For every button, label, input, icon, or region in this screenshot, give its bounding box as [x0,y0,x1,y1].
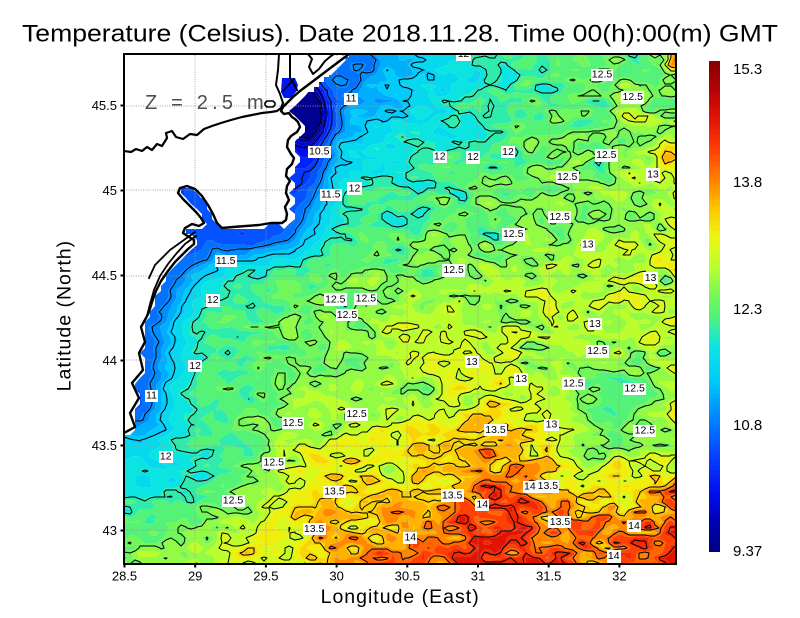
svg-text:12.5: 12.5 [356,293,377,305]
svg-text:15.3: 15.3 [733,61,762,78]
svg-text:12: 12 [458,48,470,60]
svg-text:14: 14 [404,532,416,544]
svg-text:12.5: 12.5 [635,425,656,437]
svg-text:12.5: 12.5 [283,417,304,429]
svg-text:11.5: 11.5 [321,189,341,201]
svg-text:14: 14 [476,499,488,511]
svg-text:12.5: 12.5 [563,377,584,389]
svg-text:12: 12 [467,151,479,163]
svg-text:12.5: 12.5 [587,345,608,357]
svg-text:44: 44 [103,353,117,368]
svg-text:13.8: 13.8 [733,174,762,191]
svg-text:12.5: 12.5 [264,456,285,468]
svg-text:12.5: 12.5 [549,211,570,223]
svg-text:29: 29 [188,568,202,583]
svg-text:13: 13 [647,168,659,180]
svg-text:30.5: 30.5 [395,568,420,583]
svg-text:45.5: 45.5 [92,98,117,113]
svg-text:12: 12 [160,451,172,463]
svg-text:14: 14 [524,481,536,493]
svg-text:10.5: 10.5 [309,146,330,158]
svg-text:14: 14 [628,520,640,532]
svg-text:12.5: 12.5 [337,309,358,321]
svg-text:12.5: 12.5 [623,91,644,103]
svg-text:14: 14 [608,550,620,562]
svg-text:13: 13 [645,272,657,284]
svg-text:12.5: 12.5 [557,171,578,183]
svg-text:13: 13 [546,418,558,430]
svg-text:Latitude (North): Latitude (North) [53,240,75,391]
svg-text:45: 45 [103,183,117,198]
svg-text:11: 11 [346,93,357,105]
svg-text:44.5: 44.5 [92,268,117,283]
svg-text:12.5: 12.5 [596,149,617,161]
svg-text:30: 30 [329,568,343,583]
svg-text:11: 11 [146,390,157,402]
svg-text:Temperature (Celsius). Date 20: Temperature (Celsius). Date 2018.11.28. … [22,21,778,48]
svg-text:29.5: 29.5 [253,568,278,583]
svg-text:13.5: 13.5 [324,486,345,498]
svg-text:12.5: 12.5 [346,408,367,420]
svg-text:12.5: 12.5 [443,264,464,276]
svg-text:12: 12 [502,146,514,158]
svg-text:31: 31 [471,568,485,583]
svg-text:10.8: 10.8 [733,417,762,434]
svg-text:12: 12 [434,150,446,162]
svg-text:11.5: 11.5 [216,255,236,267]
svg-text:13.5: 13.5 [442,489,463,501]
svg-text:12.5: 12.5 [624,382,645,394]
svg-text:32: 32 [612,568,626,583]
svg-text:13.5: 13.5 [304,523,325,535]
svg-text:13.5: 13.5 [550,516,571,528]
svg-text:13: 13 [589,318,601,330]
svg-text:13: 13 [466,356,478,368]
svg-text:12: 12 [207,294,219,306]
svg-text:12.5: 12.5 [325,293,346,305]
svg-text:12: 12 [349,182,361,194]
svg-text:13.5: 13.5 [485,424,506,436]
svg-text:12.3: 12.3 [733,301,762,318]
svg-text:12.5: 12.5 [223,495,244,507]
svg-text:43: 43 [103,523,117,538]
svg-text:12.5: 12.5 [503,228,524,240]
svg-text:9.37: 9.37 [733,543,762,560]
svg-text:13.5: 13.5 [538,480,559,492]
svg-text:Longitude (East): Longitude (East) [321,586,480,608]
svg-text:13: 13 [515,373,527,385]
svg-text:43.5: 43.5 [92,438,117,453]
svg-text:13: 13 [582,238,594,250]
svg-text:12: 12 [189,360,201,372]
svg-text:28.5: 28.5 [112,568,137,583]
svg-text:Z = 2.5 m: Z = 2.5 m [145,92,268,114]
svg-text:12.5: 12.5 [592,69,613,81]
svg-text:31.5: 31.5 [536,568,561,583]
